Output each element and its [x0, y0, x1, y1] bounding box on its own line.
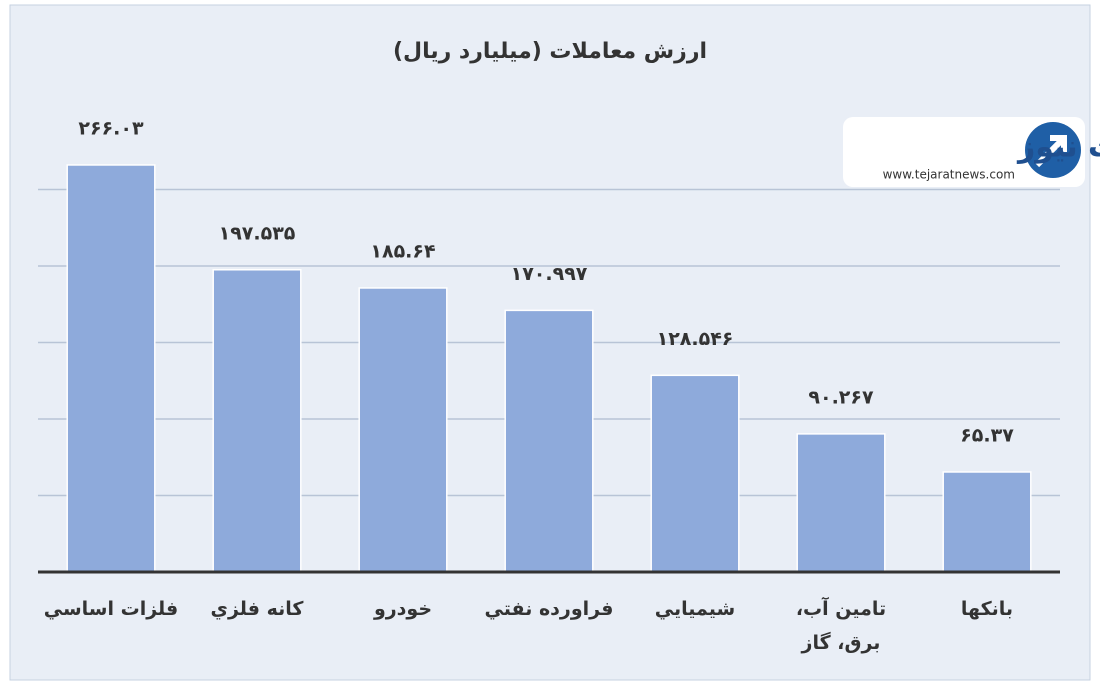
logo-box	[843, 117, 1085, 187]
bar	[358, 287, 448, 573]
value-label: ۶۵.۳۷	[960, 424, 1014, 446]
value-label: ۲۶۶.۰۳	[78, 117, 144, 139]
bar	[650, 374, 740, 573]
chart-title: ارزش معاملات (میلیارد ریال)	[393, 39, 707, 64]
x-tick-label: شيميايي	[654, 598, 736, 620]
logo-arrow	[1034, 135, 1067, 168]
logo-name: تجارت نیوز	[1016, 130, 1100, 165]
value-label: ۱۸۵.۶۴	[370, 240, 435, 262]
x-tick-label: فلزات اساسي	[43, 598, 179, 620]
logo: تجارت نیوز www.tejaratnews.com	[843, 117, 1100, 187]
value-label: ۱۷۰.۹۹۷	[511, 263, 588, 285]
bar	[66, 164, 156, 573]
value-label: ۹۰.۲۶۷	[808, 386, 874, 408]
bar	[504, 309, 594, 573]
x-tick-label: بانکها	[960, 598, 1014, 620]
logo-url: www.tejaratnews.com	[883, 168, 1015, 182]
bar	[796, 433, 886, 573]
value-label: ۱۹۷.۵۳۵	[219, 222, 296, 244]
bar	[942, 471, 1032, 573]
value-label: ۱۲۸.۵۴۶	[657, 328, 734, 350]
x-tick-label: فراورده نفتي	[484, 598, 614, 620]
x-tick-label: تامين آب، برق، گاز	[795, 598, 887, 654]
x-tick-label: کانه فلزي	[210, 598, 304, 620]
bar	[212, 269, 302, 573]
x-tick-label: خودرو	[373, 598, 433, 620]
